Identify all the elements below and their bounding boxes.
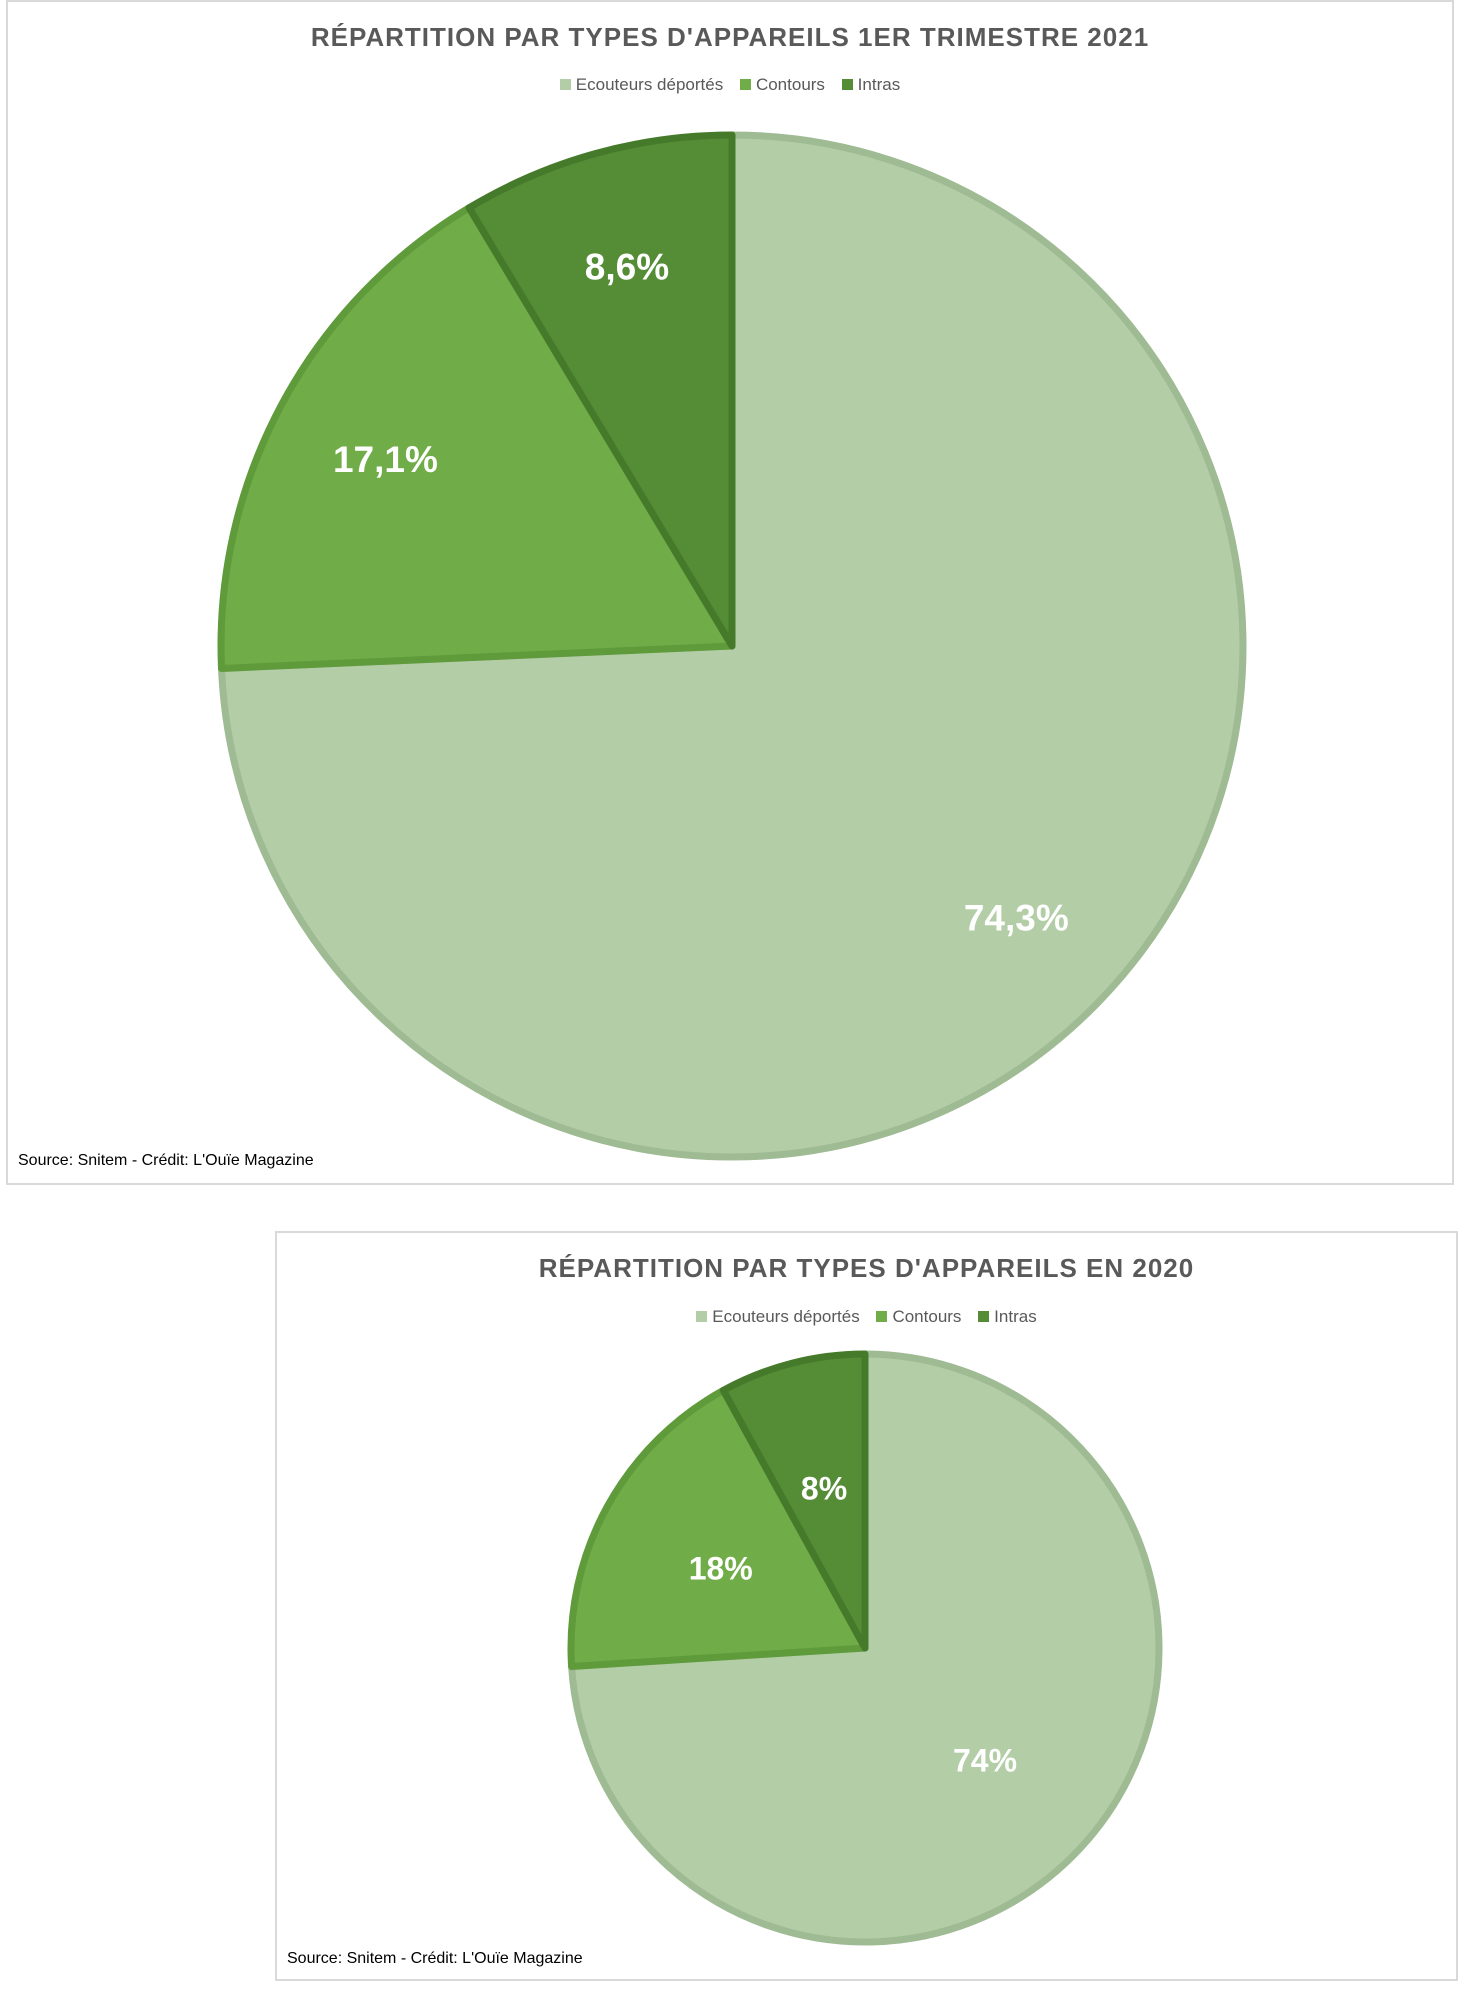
data-label-ecouteurs-deportes: 74% bbox=[953, 1743, 1017, 1779]
legend-label: Ecouteurs déportés bbox=[712, 1307, 860, 1326]
legend-label: Contours bbox=[892, 1307, 962, 1326]
chart-title: RÉPARTITION PAR TYPES D'APPAREILS 1ER TR… bbox=[310, 22, 1150, 52]
legend-label: Contours bbox=[755, 75, 825, 94]
legend-label: Ecouteurs déportés bbox=[575, 75, 724, 94]
legend-swatch bbox=[841, 79, 853, 90]
source-note: Source: Snitem - Crédit: L'Ouïe Magazine bbox=[18, 1152, 314, 1169]
data-label-ecouteurs-deportes: 74,3% bbox=[964, 898, 1069, 939]
pie-chart-2021: 74,3% 17,1% 8,6% bbox=[217, 131, 1247, 1161]
data-label-contours: 17,1% bbox=[333, 439, 438, 480]
pie-slice-contours bbox=[567, 1386, 869, 1670]
legend: Ecouteurs déportés Contours Intras bbox=[8, 75, 1452, 95]
chart-title: RÉPARTITION PAR TYPES D'APPAREILS EN 202… bbox=[538, 1253, 1195, 1283]
pie-chart-2020: 74% 18% 8% bbox=[567, 1350, 1163, 1946]
legend-label: Intras bbox=[857, 75, 901, 94]
legend-item-contours: Contours bbox=[876, 1307, 961, 1327]
pie-slice-contours bbox=[217, 204, 736, 672]
data-label-intras: 8% bbox=[801, 1471, 847, 1507]
legend-item-ecouteurs: Ecouteurs déportés bbox=[696, 1307, 860, 1327]
legend-swatch bbox=[739, 79, 751, 90]
legend-swatch bbox=[696, 1311, 708, 1322]
pie-slice-intras bbox=[465, 131, 736, 650]
legend-item-intras: Intras bbox=[841, 75, 901, 95]
legend-swatch bbox=[978, 1311, 990, 1322]
chart-2020: RÉPARTITION PAR TYPES D'APPAREILS EN 202… bbox=[275, 1231, 1458, 1981]
source-note: Source: Snitem - Crédit: L'Ouïe Magazine bbox=[287, 1950, 583, 1967]
legend-swatch bbox=[559, 79, 571, 90]
legend-item-intras: Intras bbox=[978, 1307, 1037, 1327]
data-label-intras: 8,6% bbox=[585, 246, 669, 287]
data-label-contours: 18% bbox=[689, 1551, 753, 1587]
pie-slice-intras bbox=[719, 1350, 869, 1652]
legend-label: Intras bbox=[994, 1307, 1037, 1326]
chart-2021: RÉPARTITION PAR TYPES D'APPAREILS 1ER TR… bbox=[6, 0, 1454, 1185]
legend-item-contours: Contours bbox=[739, 75, 825, 95]
legend: Ecouteurs déportés Contours Intras bbox=[277, 1307, 1456, 1327]
legend-swatch bbox=[876, 1311, 888, 1322]
legend-item-ecouteurs: Ecouteurs déportés bbox=[559, 75, 724, 95]
